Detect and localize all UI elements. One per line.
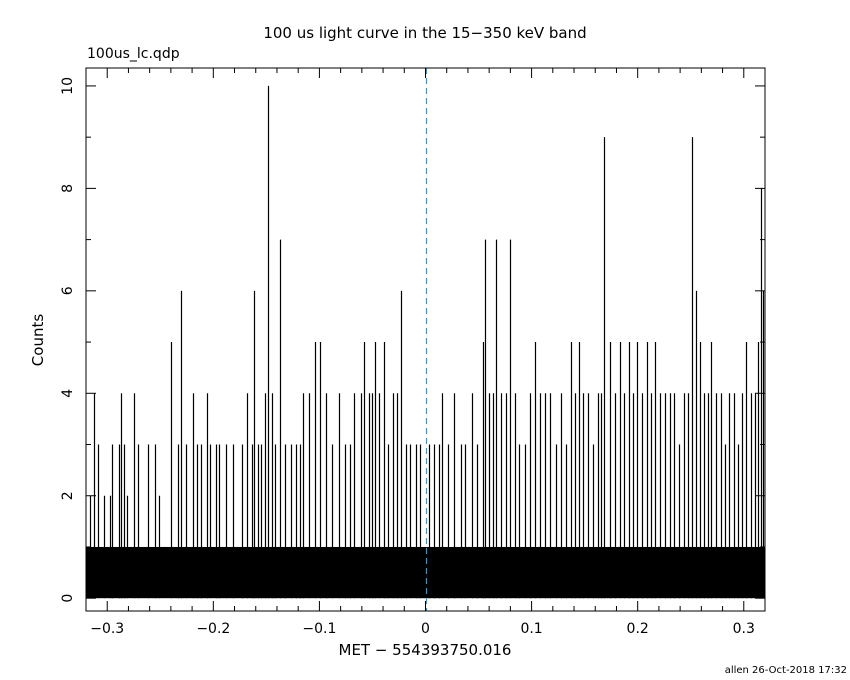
x-axis-label: MET − 554393750.016	[339, 641, 512, 659]
x-tick-label: 0.3	[733, 621, 755, 637]
x-tick-label: −0.1	[302, 621, 336, 637]
y-axis-ticks: 0 2 4 6 8 10	[60, 77, 765, 603]
chart-title: 100 us light curve in the 15−350 keV ban…	[263, 24, 586, 42]
y-tick-label: 10	[60, 77, 76, 95]
x-tick-label: 0	[421, 621, 430, 637]
y-tick-label: 0	[60, 594, 76, 603]
x-axis-ticks: −0.3 −0.2 −0.1 0 0.1 0.2 0.3	[85, 68, 766, 637]
x-tick-label: −0.2	[196, 621, 230, 637]
y-tick-label: 6	[60, 286, 76, 295]
file-label: 100us_lc.qdp	[87, 46, 180, 62]
plot-footer: allen 26-Oct-2018 17:32	[725, 665, 847, 676]
x-tick-label: 0.1	[520, 621, 542, 637]
baseline-bar	[86, 546, 765, 599]
x-tick-label: −0.3	[90, 621, 124, 637]
x-tick-label: 0.2	[627, 621, 649, 637]
y-tick-label: 8	[60, 184, 76, 193]
y-tick-label: 4	[60, 389, 76, 398]
y-tick-label: 2	[60, 491, 76, 500]
y-axis-label: Counts	[29, 314, 47, 367]
